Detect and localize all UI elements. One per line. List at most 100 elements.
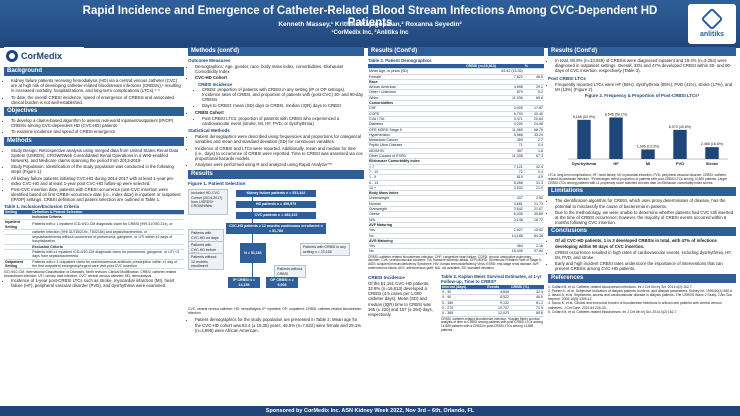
- table-cell: 18.72: [523, 217, 544, 223]
- table-cell: 6,793: [465, 111, 524, 117]
- objectives-text: To develop a claims-based algorithm to a…: [4, 118, 184, 135]
- table1-header: Setting: [4, 209, 32, 215]
- table-row: 0 - 30 4,840 32.5: [441, 289, 544, 296]
- table-row: 1 - 9 819 4.9: [368, 174, 544, 181]
- table-cell: 0 - 365: [441, 310, 487, 317]
- outcome-sub-label: CRBSI Incidence: [198, 81, 233, 87]
- table-cell: 65.6: [523, 95, 544, 102]
- stats-bullet: Analyses were performed using R and anal…: [195, 162, 364, 167]
- table-cell: 71.9: [510, 305, 544, 312]
- table-cell: [523, 158, 544, 165]
- statistical-methods-text: Patient demographics were described usin…: [188, 134, 364, 167]
- table-cell: 17.87: [523, 105, 544, 112]
- table-row: Obese 6,035 35.89: [368, 211, 544, 218]
- ltc-bar-chart: 8,158 (54.9%) Dysrhythmia 8,646 (58.1%) HF 1…: [568, 113, 728, 166]
- table-row: Comorbidities: [368, 100, 544, 107]
- anlitiks-logo: anlitiks: [688, 4, 736, 44]
- table-row: 0 - 365 12,023 80.8: [441, 310, 544, 317]
- table-row: AIDS/HIV 397 1.8: [368, 148, 544, 155]
- table-cell: Inpatient Setting: [4, 219, 32, 230]
- column-2: Methods (cont'd) Outcome Measures Demogr…: [188, 47, 364, 334]
- references-list: 1. Collard M, et al. Catheter-related bl…: [548, 285, 736, 314]
- table-cell: Yes: [368, 243, 466, 250]
- outcome-bullet: Post CRBSI LTCs: proportion of patients …: [202, 116, 364, 126]
- table-cell: 20.64: [523, 116, 544, 123]
- table-cell: [4, 234, 32, 245]
- table-cell: 7 - 10: [368, 169, 466, 176]
- anlitiks-logo-icon: [700, 7, 724, 30]
- limitations-heading: Limitations: [548, 187, 736, 197]
- table-row: Exclusion Criteria: [4, 244, 184, 251]
- outcome-bullet: Days to CRBSI: mean (SD) days to CRBSI, …: [202, 103, 364, 108]
- column-4: Results (Cont'd) In total, 80.8% (n=13,5…: [548, 47, 736, 314]
- table-cell: 46.5: [510, 294, 544, 301]
- table-cell: 33.24: [523, 132, 544, 139]
- ltc-method-text: Incidence of 1-year post-CRBSI LTCs such…: [4, 278, 184, 288]
- table-cell: No: [368, 233, 466, 239]
- table-cell: Race: [368, 79, 466, 86]
- flow-source-box: Included HD-CVC Cohort (2014-2017) from …: [188, 189, 228, 216]
- table-cell: 14 +: [368, 185, 466, 192]
- poster-footer: Sponsored by CorMedix Inc. ASN Kidney We…: [0, 406, 740, 416]
- table-cell: 11,565: [465, 127, 524, 133]
- table-cell: No: [368, 248, 466, 255]
- table-cell: Diabetes: [368, 121, 466, 128]
- table-cell: 9,132: [486, 300, 510, 307]
- methods-bullet: All kidney failure patients initiating C…: [11, 176, 184, 186]
- background-bullet: Kidney failure patients receiving hemodi…: [11, 78, 184, 94]
- table-row: 0 - 90 8,522 46.5: [441, 294, 544, 301]
- table-cell: 5,268: [465, 180, 524, 186]
- table-cell: 84.38: [523, 233, 544, 239]
- chart-data-label: 2,466 (16.6%): [701, 142, 724, 146]
- chart-bar-dysrhythmia: [577, 119, 591, 160]
- table-cell: Patients with ≥1 inpatient ICD-9/10-CM d…: [31, 249, 184, 260]
- table3-footnote: CRBSI: catheter-related bloodstream infe…: [441, 316, 543, 333]
- table3-header: Events: [486, 284, 510, 291]
- table-cell: Patients with ≥ 1 inpatient ICD-9/10-CM …: [31, 219, 184, 230]
- table-row: Overweight 3,642 21.67: [368, 206, 544, 213]
- cormedix-logo-text: CorMedix: [21, 51, 63, 61]
- table-cell: 0 - 270: [441, 305, 487, 312]
- table-cell: Metastatic Cancer: [368, 137, 466, 144]
- flow-exclusion-box: Patients without 12 months enrollment: [188, 253, 224, 271]
- table-cell: 4,898: [465, 84, 524, 91]
- table-row: AVG Maturing: [368, 238, 544, 245]
- table-cell: Inclusion Criteria: [31, 214, 184, 221]
- results-cont-heading: Results (Cont'd): [368, 47, 544, 56]
- table-row: Other / Unknown 879 5.2: [368, 89, 544, 96]
- ltc-text: Frequently reported LTCs were HF (56%), …: [548, 82, 736, 92]
- table1-caption: Table 1. Inclusion/Exclusion Criteria: [4, 203, 80, 209]
- flow-op-crbsi-box: OP CRBSI n = 9,003: [266, 277, 298, 288]
- chart-category-label: Stroke: [706, 161, 719, 166]
- table-row: Inclusion Criteria: [4, 214, 184, 221]
- table-cell: Female: [368, 74, 466, 80]
- chart-category-label: HF: [613, 161, 619, 166]
- table-cell: sepsis/bacteremia without occurrence of …: [31, 234, 184, 245]
- table-cell: 68.79: [523, 127, 544, 133]
- table-cell: 11,036: [465, 95, 524, 102]
- table-cell: 31.3: [523, 180, 544, 186]
- methods-bullet: Study Design: Retrospective analysis usi…: [11, 148, 184, 164]
- flow-hd-box: HD patients n = 459,575: [236, 201, 316, 208]
- chart-bar-stroke: [705, 147, 719, 160]
- reference-item: 3. Ishani A, et al. Septicemia, access a…: [548, 293, 733, 302]
- table-cell: Hypertension: [368, 132, 466, 139]
- table-cell: 16,449: [465, 248, 524, 255]
- poster-authors: Kenneth Massey,¹ Krithika Rajagopalan,² …: [278, 21, 462, 28]
- table-cell: 46.5: [523, 74, 544, 80]
- table-cell: Normal: [368, 201, 466, 208]
- table-row: 6 - 13 5,268 31.3: [368, 180, 544, 186]
- table-cell: [4, 244, 32, 251]
- table-row: Hypertension 5,566 33.24: [368, 132, 544, 139]
- table-cell: [523, 222, 544, 229]
- table-cell: 879: [465, 89, 524, 96]
- table-cell: Yes: [368, 227, 466, 234]
- chart-category-label: PVD: [676, 161, 684, 166]
- table-cell: 2.60: [523, 195, 544, 202]
- table-cell: 3,642: [465, 206, 524, 213]
- column-1: CorMedix Background Kidney failure patie…: [4, 47, 184, 290]
- methods-bullet: Post-CVC insertion date, patients with C…: [11, 187, 184, 203]
- conclusions-bullet: CRBSI occurrence resulted in high rates …: [555, 250, 736, 260]
- table-cell: 72: [465, 169, 524, 176]
- outcome-bullet: CRBSI: proportion of patients with CRBSI…: [202, 87, 364, 103]
